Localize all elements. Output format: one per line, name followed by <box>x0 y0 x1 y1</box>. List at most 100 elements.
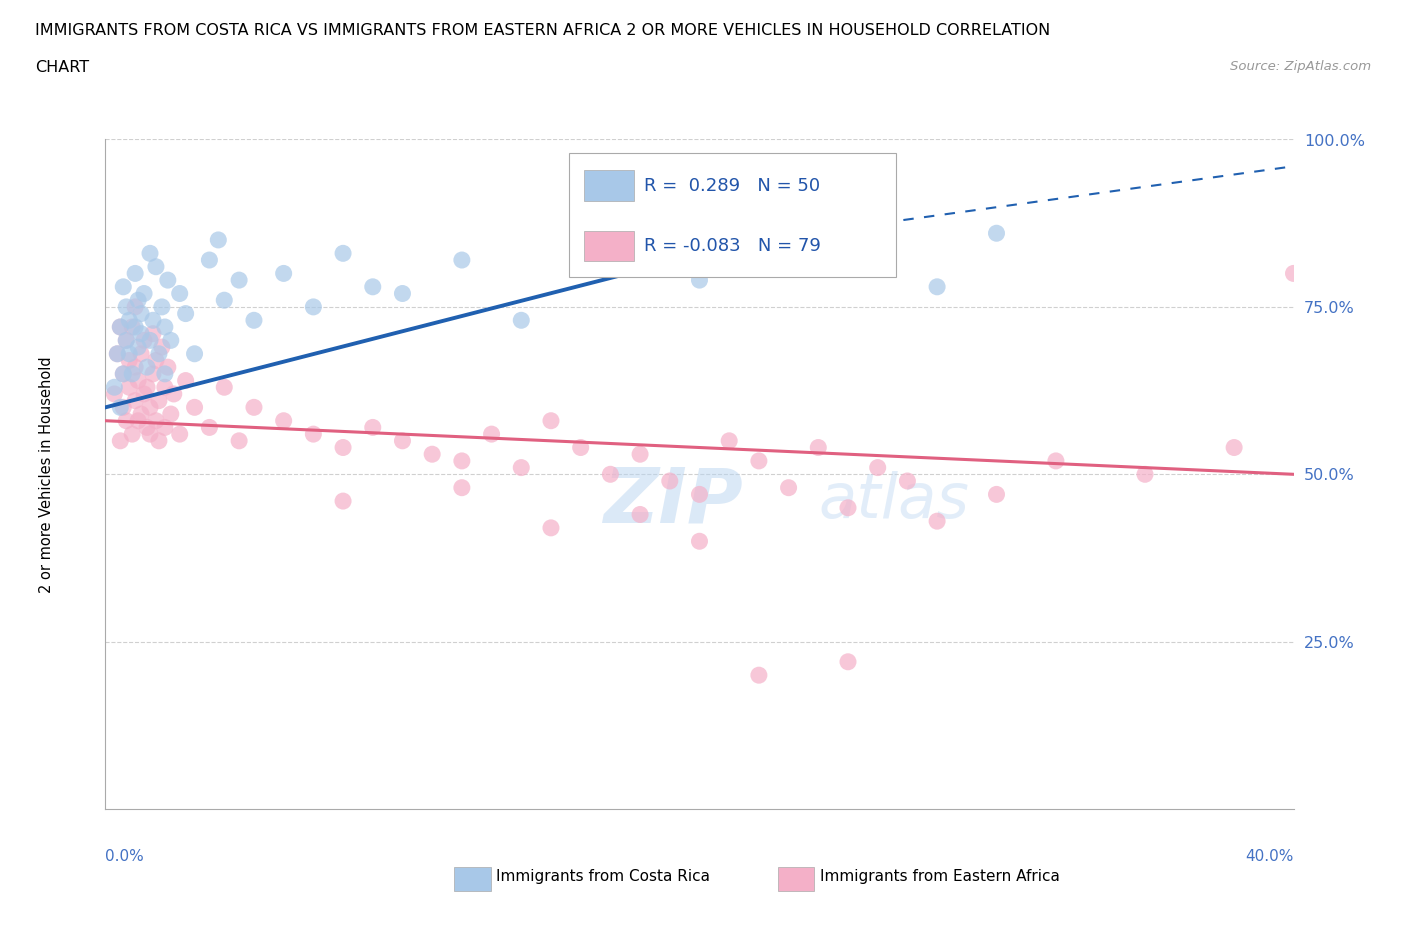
Point <box>450 454 472 469</box>
Point <box>207 232 229 247</box>
Point <box>198 420 221 435</box>
Point <box>628 507 651 522</box>
Point <box>150 339 173 354</box>
Point <box>115 333 138 348</box>
Point <box>112 400 135 415</box>
Point <box>748 668 770 683</box>
Point <box>139 333 162 348</box>
Point <box>599 467 621 482</box>
Text: ZIP: ZIP <box>605 464 744 538</box>
Text: atlas: atlas <box>818 472 969 531</box>
Point <box>778 480 800 495</box>
Point <box>481 427 503 442</box>
Point <box>718 433 741 448</box>
Point <box>159 406 181 421</box>
Point <box>156 272 179 287</box>
Point <box>332 246 354 260</box>
Point <box>129 406 152 421</box>
Point <box>148 433 170 448</box>
Point <box>214 379 236 394</box>
Text: 2 or more Vehicles in Household: 2 or more Vehicles in Household <box>38 356 53 592</box>
Point <box>136 420 159 435</box>
Point <box>927 513 949 528</box>
Point <box>127 293 149 308</box>
Point <box>450 253 472 268</box>
Point <box>169 286 191 301</box>
Point <box>302 299 325 314</box>
Point <box>129 326 152 341</box>
Point <box>110 320 132 335</box>
Point <box>112 366 135 381</box>
Point <box>115 333 138 348</box>
Point <box>136 379 159 394</box>
Point <box>105 346 128 361</box>
Text: 40.0%: 40.0% <box>1246 849 1294 864</box>
Point <box>127 373 149 388</box>
Point <box>228 272 250 287</box>
Point <box>302 427 325 442</box>
Point <box>142 312 165 327</box>
Point <box>142 326 165 341</box>
Point <box>118 379 141 394</box>
Point <box>115 413 138 428</box>
Point <box>139 246 162 260</box>
Point <box>118 346 141 361</box>
Point <box>127 339 149 354</box>
Point <box>183 400 205 415</box>
Point <box>121 366 143 381</box>
Point <box>112 366 135 381</box>
Point <box>110 400 132 415</box>
Point <box>510 460 533 475</box>
FancyBboxPatch shape <box>585 231 634 261</box>
Point <box>866 460 889 475</box>
Point <box>115 299 138 314</box>
Point <box>139 400 162 415</box>
Point <box>148 393 170 408</box>
Text: Source: ZipAtlas.com: Source: ZipAtlas.com <box>1230 60 1371 73</box>
Point <box>450 480 472 495</box>
Point <box>153 379 176 394</box>
Point <box>174 306 197 321</box>
Point <box>150 299 173 314</box>
Point <box>132 387 155 402</box>
FancyBboxPatch shape <box>569 153 896 277</box>
Point <box>121 427 143 442</box>
Point <box>807 440 830 455</box>
Point <box>1133 467 1156 482</box>
Point <box>214 293 236 308</box>
Text: Immigrants from Costa Rica: Immigrants from Costa Rica <box>496 870 710 884</box>
Point <box>689 487 711 502</box>
Point <box>145 259 167 274</box>
Point <box>124 266 146 281</box>
Point <box>1223 440 1246 455</box>
Point <box>361 279 384 294</box>
Point <box>110 320 132 335</box>
Text: R =  0.289   N = 50: R = 0.289 N = 50 <box>644 177 820 194</box>
Point <box>124 393 146 408</box>
Point <box>136 360 159 375</box>
Point <box>986 226 1008 241</box>
Point <box>391 286 413 301</box>
Point <box>103 387 125 402</box>
Point <box>145 413 167 428</box>
Point <box>124 360 146 375</box>
Text: 0.0%: 0.0% <box>105 849 145 864</box>
Point <box>132 333 155 348</box>
Point <box>127 413 149 428</box>
Point <box>183 346 205 361</box>
Point <box>156 360 179 375</box>
Point <box>198 253 221 268</box>
Point <box>986 487 1008 502</box>
Point <box>273 266 295 281</box>
Point <box>658 473 681 488</box>
Point <box>1045 454 1067 469</box>
Point <box>273 413 295 428</box>
Point <box>124 320 146 335</box>
Point <box>148 346 170 361</box>
Point <box>837 500 859 515</box>
Point <box>159 333 181 348</box>
Point <box>1282 266 1305 281</box>
Text: R = -0.083   N = 79: R = -0.083 N = 79 <box>644 237 821 255</box>
Point <box>540 413 562 428</box>
Point <box>228 433 250 448</box>
